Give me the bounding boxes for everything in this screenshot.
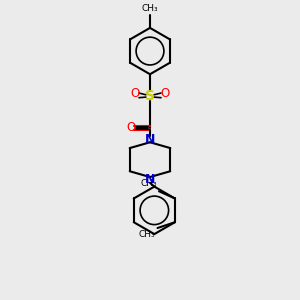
Text: CH₃: CH₃: [142, 4, 158, 13]
Text: S: S: [145, 89, 155, 103]
Text: O: O: [127, 121, 136, 134]
Text: CH₃: CH₃: [140, 179, 157, 188]
Text: N: N: [145, 173, 155, 186]
Text: O: O: [130, 87, 140, 100]
Text: O: O: [160, 87, 170, 100]
Text: N: N: [145, 133, 155, 146]
Text: CH₃: CH₃: [139, 230, 155, 239]
